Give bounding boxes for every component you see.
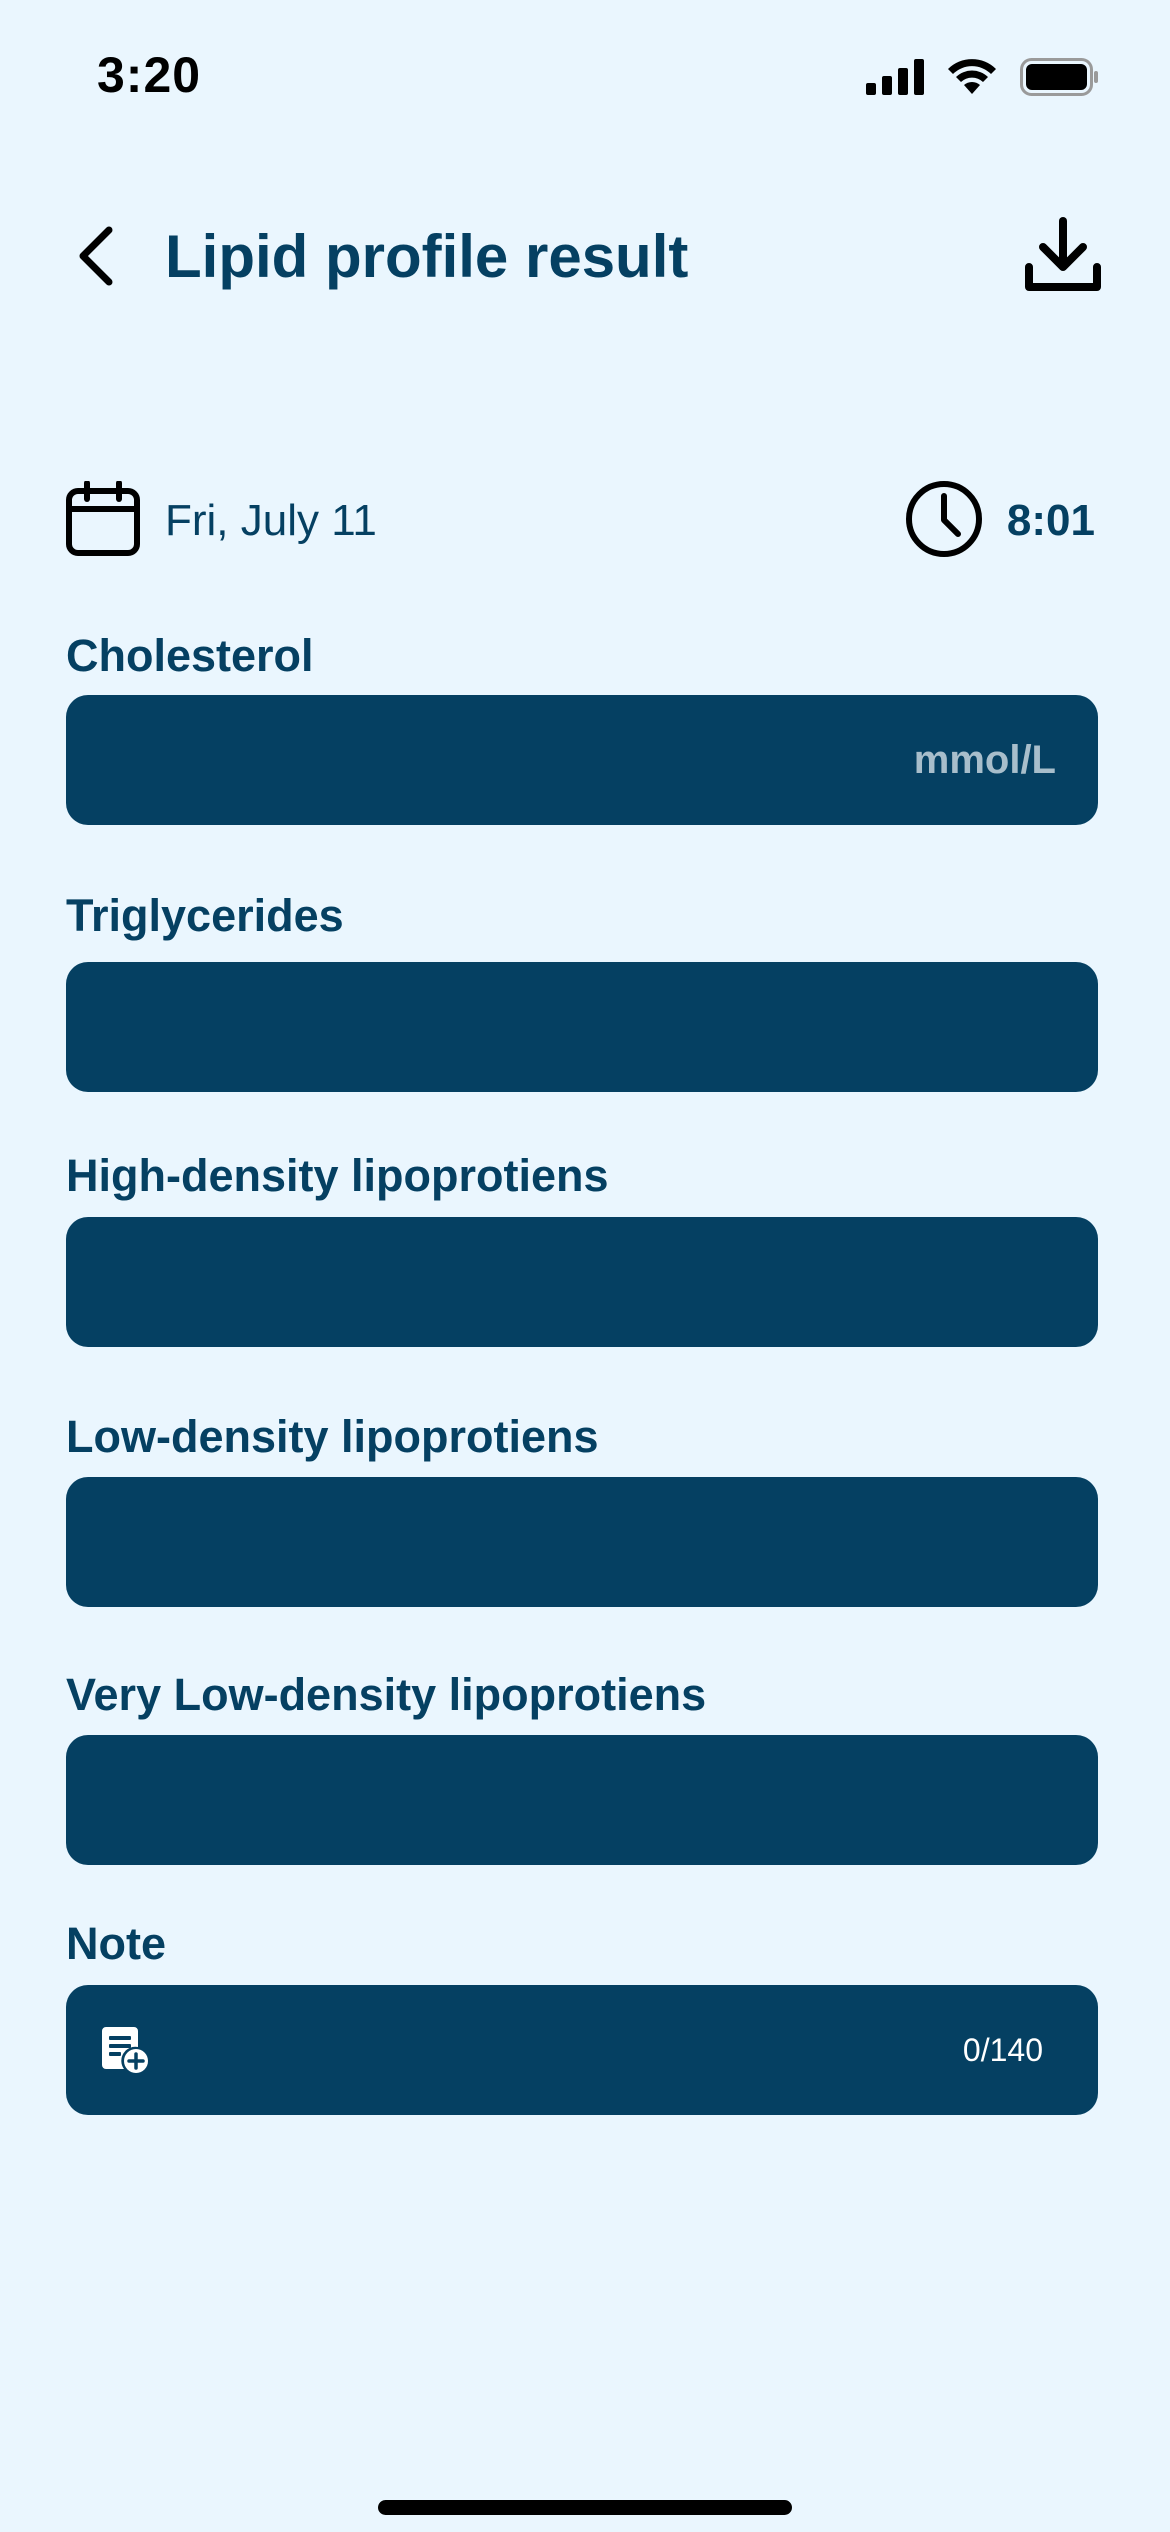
calendar-icon (65, 479, 141, 562)
date-text: Fri, July 11 (165, 496, 377, 545)
battery-icon (1020, 58, 1100, 101)
cholesterol-label: Cholesterol (66, 630, 314, 681)
ldl-input[interactable] (66, 1477, 1098, 1607)
note-add-icon (100, 2025, 150, 2075)
time-picker[interactable]: 8:01 (905, 478, 1095, 564)
cholesterol-input[interactable]: mmol/L (66, 695, 1098, 825)
cholesterol-unit: mmol/L (913, 738, 1056, 782)
chevron-left-icon (73, 225, 117, 292)
date-picker[interactable]: Fri, July 11 (65, 478, 377, 564)
status-icons (866, 58, 1100, 101)
signal-icon (866, 59, 924, 100)
note-input[interactable]: 0/140 (66, 1985, 1098, 2115)
back-button[interactable] (55, 218, 135, 298)
triglycerides-input[interactable] (66, 962, 1098, 1092)
hdl-input[interactable] (66, 1217, 1098, 1347)
triglycerides-label: Triglycerides (66, 890, 344, 941)
status-time: 3:20 (97, 47, 202, 103)
vldl-label: Very Low-density lipoprotiens (66, 1669, 707, 1720)
header: Lipid profile result (0, 200, 1170, 315)
wifi-icon (946, 58, 998, 101)
status-bar: 3:20 (0, 0, 1170, 160)
ldl-label: Low-density lipoprotiens (66, 1411, 599, 1462)
vldl-input[interactable] (66, 1735, 1098, 1865)
download-icon (1024, 217, 1101, 298)
download-button[interactable] (1015, 210, 1110, 305)
datetime-row: Fri, July 11 8:01 (65, 478, 1105, 564)
home-indicator[interactable] (378, 2500, 792, 2515)
page-title: Lipid profile result (165, 223, 689, 290)
clock-icon (905, 480, 983, 563)
note-label: Note (66, 1918, 166, 1969)
hdl-label: High-density lipoprotiens (66, 1150, 609, 1201)
note-char-counter: 0/140 (962, 2032, 1043, 2068)
time-text: 8:01 (1006, 496, 1095, 545)
